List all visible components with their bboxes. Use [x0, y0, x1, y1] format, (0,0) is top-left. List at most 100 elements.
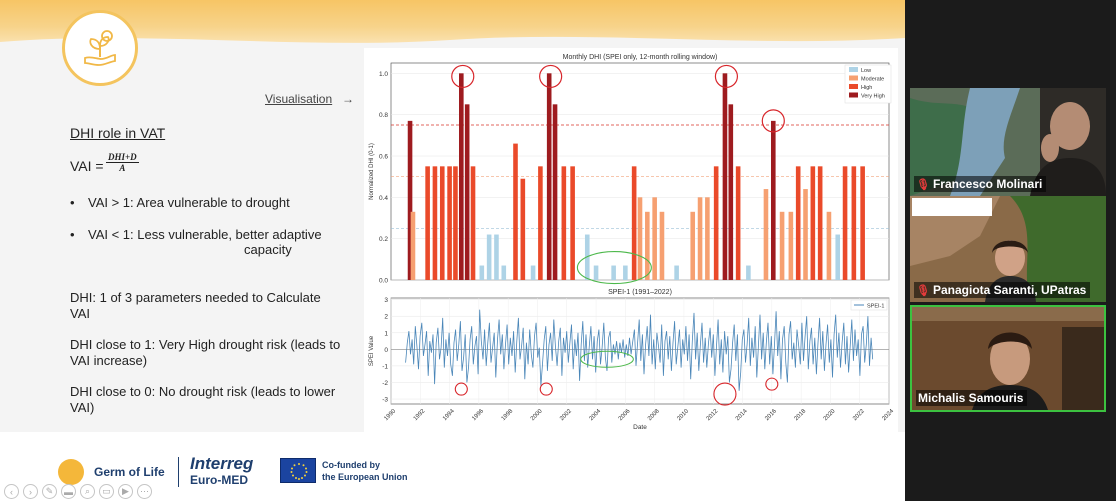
- chart-2-xtick-label: 2004: [589, 408, 603, 422]
- chart-2-frame: [390, 297, 890, 405]
- participant-tile-francesco[interactable]: 🎙 Francesco Molinari: [910, 88, 1106, 196]
- vai-equation-label: VAI =: [70, 158, 104, 174]
- chart-1-bar: [479, 265, 485, 280]
- chart-1-bar: [810, 166, 816, 280]
- participant-name-tag: Michalis Samouris: [916, 390, 1028, 406]
- chart-1-bar: [860, 166, 865, 280]
- captions-icon[interactable]: ▭: [99, 484, 114, 499]
- camera-icon[interactable]: ▶: [118, 484, 133, 499]
- chart-1-bar: [690, 211, 696, 280]
- pen-icon[interactable]: ✎: [42, 484, 57, 499]
- chart-1-bar: [788, 211, 794, 280]
- presentation-toolbar: ‹ › ✎ ▬ ⌕ ▭ ▶ ⋯: [4, 484, 152, 500]
- chart-1-bar: [795, 166, 801, 280]
- chart-2-xtick-label: 2002: [559, 408, 573, 422]
- chart-1-bar: [728, 104, 734, 280]
- participant-name: Panagiota Saranti, UPatras: [932, 283, 1087, 297]
- dhi-close-to-one-text: DHI close to 1: Very High drought risk (…: [70, 337, 341, 368]
- chart-1-bar: [410, 211, 416, 280]
- chart-1-bar: [501, 265, 507, 280]
- vai-fraction: DHI+D A: [106, 152, 139, 173]
- chart-1-red-circle-annotation: [539, 64, 563, 89]
- chart-1-legend-label: High: [861, 85, 872, 91]
- video-feed-francesco: [910, 88, 1106, 196]
- bullet-vai-greater: • VAI > 1: Area vulnerable to drought: [70, 195, 290, 210]
- chart-2-xtick-label: 2016: [764, 408, 778, 422]
- chart-2-xtick-label: 2022: [852, 408, 866, 422]
- eu-flag-icon: [280, 458, 316, 483]
- chart-2-ytick-label: -2: [382, 380, 388, 387]
- next-slide-icon[interactable]: ›: [23, 484, 38, 499]
- chart-2-red-circle-annotation: [539, 382, 553, 396]
- germ-of-life-text: Germ of Life: [94, 465, 165, 479]
- chart-2-green-ellipse-annotation: [580, 350, 634, 368]
- participant-name-tag: 🎙 Francesco Molinari: [914, 176, 1047, 192]
- chart-1-ytick-label: 0.6: [379, 154, 388, 161]
- chart-2-ytick-label: -1: [382, 363, 388, 370]
- chart-1-bar: [826, 211, 832, 280]
- chart-2-legend-box: [850, 299, 888, 311]
- chart-2-title: SPEI-1 (1991–2022): [608, 289, 672, 296]
- chart-1-bar: [447, 166, 452, 280]
- chart-1-bar: [817, 166, 823, 280]
- chart-1-bar: [552, 104, 558, 280]
- chart-2-xtick-label: 1994: [442, 408, 456, 422]
- muted-mic-icon: 🎙: [916, 284, 930, 297]
- previous-slide-icon[interactable]: ‹: [4, 484, 19, 499]
- chart-2-xtick-label: 2010: [676, 408, 690, 422]
- chart-1-ytick-label: 1.0: [379, 71, 388, 78]
- participant-tile-panagiota[interactable]: 🎙 Panagiota Saranti, UPatras: [910, 196, 1106, 302]
- zoom-icon[interactable]: ⌕: [80, 484, 95, 499]
- chart-2-ytick-label: 0: [384, 347, 388, 354]
- chart-1-bar: [425, 166, 430, 280]
- euro-med-text: Euro-MED: [190, 473, 248, 487]
- participant-name: Michalis Samouris: [918, 391, 1024, 405]
- chart-1-bar: [652, 197, 657, 280]
- chart-1-bar: [459, 73, 464, 280]
- chart-1-bar: [645, 211, 650, 280]
- chart-1-bar: [659, 211, 665, 280]
- chart-2-xtick-label: 2000: [530, 408, 544, 422]
- chart-1-ytick-label: 0.2: [379, 236, 388, 243]
- chart-1-legend-label: Moderate: [861, 77, 884, 83]
- presentation-slide: Visualisation → DHI role in VAT VAI = DH…: [0, 0, 905, 501]
- participant-tile-michalis-active-speaker[interactable]: Michalis Samouris: [910, 305, 1106, 412]
- highlighter-icon[interactable]: ▬: [61, 484, 76, 499]
- chart-1-bar: [494, 234, 499, 280]
- chart-svg: Monthly DHI (SPEI only, 12-month rolling…: [369, 54, 896, 431]
- bullet-vai-less: • VAI < 1: Less vulnerable, better adapt…: [70, 227, 322, 242]
- chart-1-bar: [439, 166, 445, 280]
- bullet-text: VAI > 1: Area vulnerable to drought: [88, 195, 290, 210]
- chart-1-bar: [432, 166, 438, 280]
- chart-2-xtick-label: 1996: [471, 408, 485, 422]
- vai-denominator: A: [119, 163, 126, 173]
- participant-name-tag: 🎙 Panagiota Saranti, UPatras: [914, 282, 1091, 298]
- chart-1-legend-swatch: [849, 84, 858, 89]
- chart-1-bar: [470, 166, 476, 280]
- chart-1-ytick-label: 0.4: [379, 195, 388, 202]
- cofunded-line-2: the European Union: [322, 472, 408, 482]
- chart-2-xtick-label: 2024: [881, 408, 895, 422]
- chart-1-bar: [407, 120, 413, 280]
- chart-1-bar: [705, 197, 710, 280]
- chart-1-bar: [763, 189, 769, 280]
- chart-2-xtick-label: 1998: [501, 408, 515, 422]
- bullet-continuation: capacity: [244, 242, 292, 257]
- chart-2-xtick-label: 2020: [823, 408, 837, 422]
- chart-2-xtick-label: 2012: [706, 408, 720, 422]
- chart-1-bar: [530, 265, 536, 280]
- chart-1-legend-swatch: [849, 92, 858, 98]
- visualisation-link[interactable]: Visualisation: [265, 92, 333, 106]
- bullet-dot: •: [70, 227, 75, 242]
- chart-1-bar: [722, 73, 728, 280]
- chart-2-ytick-label: 3: [384, 297, 388, 304]
- chart-2-xtick-label: 2006: [618, 408, 632, 422]
- chart-1-legend-label: Low: [861, 68, 871, 74]
- chart-1-bar: [611, 265, 616, 280]
- more-options-icon[interactable]: ⋯: [137, 484, 152, 499]
- chart-1-legend-label: Very High: [861, 94, 885, 100]
- cofunded-text: Co-funded by the European Union: [322, 459, 408, 483]
- chart-1-bar: [697, 197, 703, 280]
- slide-header-banner: [0, 0, 905, 50]
